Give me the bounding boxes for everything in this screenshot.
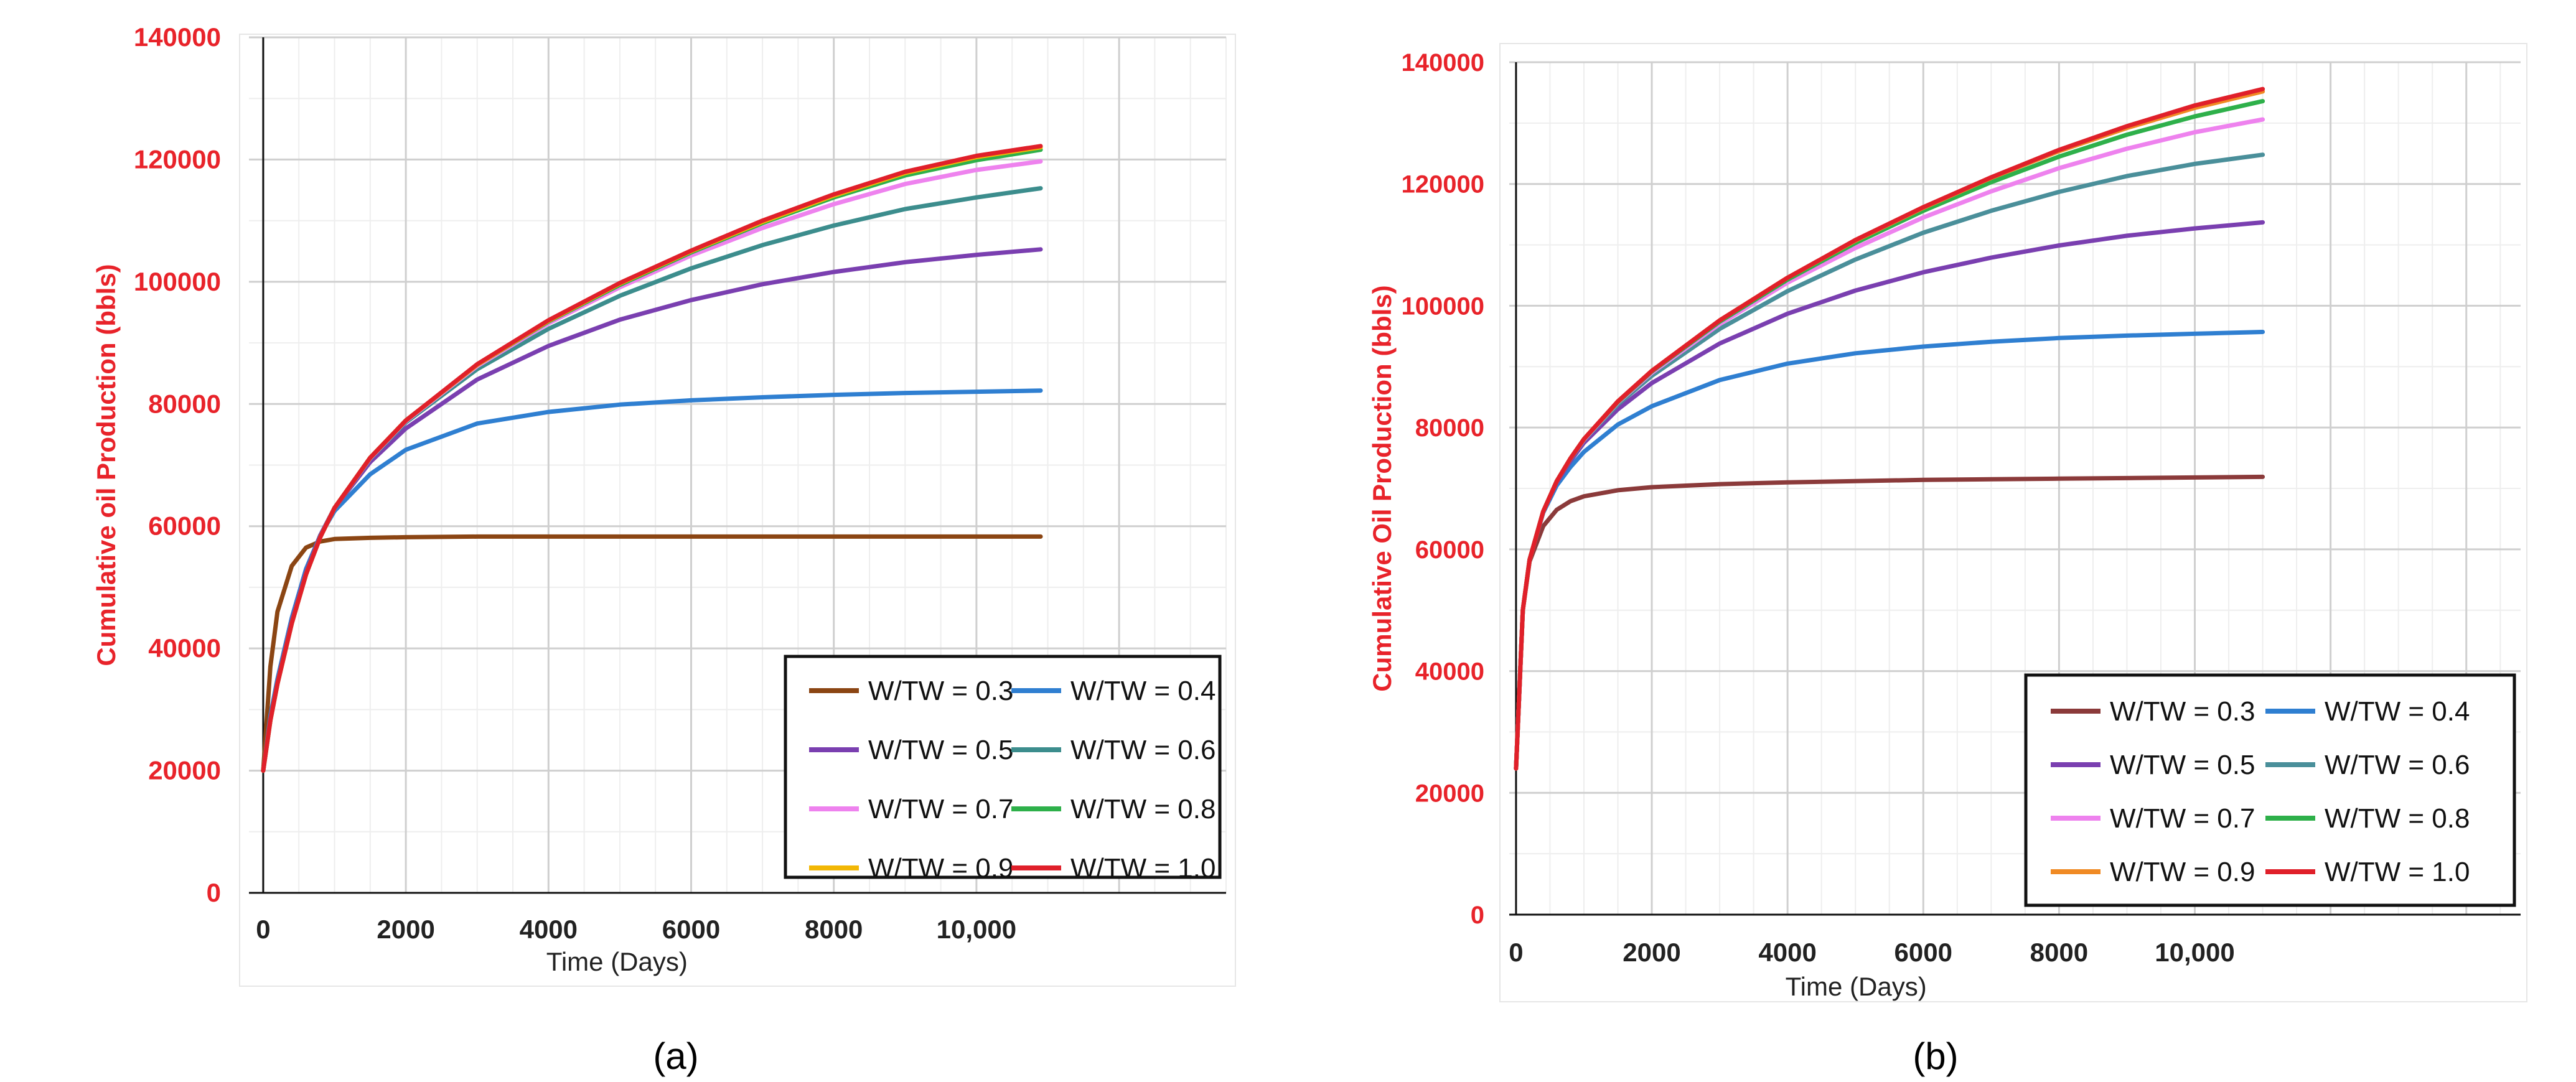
x-tick-label: 4000 — [520, 915, 578, 944]
y-tick-label: 140000 — [1402, 49, 1484, 77]
legend-entry: W/TW = 0.5 — [2110, 750, 2255, 780]
chart-panel-a: (a) 020000400006000080000100000120000140… — [91, 22, 1236, 1077]
y-axis-label: Cumulative oil Production (bbls) — [91, 264, 121, 666]
legend-entry: W/TW = 1.0 — [1070, 853, 1215, 884]
legend-entry: W/TW = 0.9 — [2110, 857, 2255, 887]
x-tick-label: 6000 — [662, 915, 720, 944]
legend-entry: W/TW = 0.8 — [2325, 803, 2470, 834]
y-tick-label: 140000 — [134, 22, 221, 52]
y-tick-label: 120000 — [1402, 171, 1484, 198]
y-tick-label: 60000 — [148, 511, 221, 541]
x-tick-label: 2000 — [1623, 938, 1680, 967]
x-tick-label: 6000 — [1895, 938, 1952, 967]
legend-entry: W/TW = 0.8 — [1070, 794, 1215, 824]
y-tick-label: 0 — [207, 878, 221, 907]
panel-a-caption: (a) — [653, 1035, 698, 1077]
y-tick-label: 100000 — [134, 267, 221, 296]
y-tick-label: 40000 — [1415, 658, 1484, 686]
legend-entry: W/TW = 0.4 — [1070, 676, 1215, 706]
series-line — [1514, 474, 2265, 771]
x-tick-label: 4000 — [1758, 938, 1816, 967]
legend-entry: W/TW = 1.0 — [2325, 857, 2470, 887]
x-axis-label: Time (Days) — [1786, 972, 1927, 1001]
y-tick-label: 0 — [1471, 902, 1484, 929]
y-tick-label: 20000 — [148, 756, 221, 785]
y-tick-label: 20000 — [1415, 780, 1484, 807]
legend-entry: W/TW = 0.7 — [868, 794, 1013, 824]
y-axis-label: Cumulative Oil Production (bbls) — [1367, 285, 1397, 691]
y-tick-label: 80000 — [1415, 414, 1484, 442]
legend: W/TW = 0.3 W/TW = 0.4 W/TW = 0.5 W/TW = 0.6… — [784, 655, 1222, 884]
x-tick-label: 8000 — [2030, 938, 2088, 967]
y-tick-label: 40000 — [148, 633, 221, 663]
series-line — [261, 534, 1043, 773]
panel-b-caption: (b) — [1913, 1035, 1958, 1077]
legend-entry: W/TW = 0.6 — [2325, 750, 2470, 780]
chart-panel-b: (b) 020000400006000080000100000120000140… — [1367, 43, 2527, 1077]
legend-entry: W/TW = 0.7 — [2110, 803, 2255, 834]
series-lines — [261, 144, 1043, 773]
legend-box — [784, 655, 1222, 879]
y-tick-label: 60000 — [1415, 536, 1484, 564]
legend-entry: W/TW = 0.9 — [868, 853, 1013, 884]
legend-entry: W/TW = 0.6 — [1070, 735, 1215, 765]
y-tick-label: 120000 — [134, 144, 221, 174]
x-tick-label: 2000 — [377, 915, 434, 944]
y-tick-label: 80000 — [148, 389, 221, 418]
y-tick-label: 100000 — [1402, 292, 1484, 320]
legend-box — [2024, 673, 2516, 907]
x-tick-label: 10,000 — [937, 915, 1016, 944]
series-line — [261, 144, 1043, 773]
x-tick-label: 0 — [1509, 938, 1523, 967]
legend-entry: W/TW = 0.3 — [2110, 696, 2255, 727]
series-lines — [1514, 86, 2265, 771]
x-tick-label: 8000 — [805, 915, 863, 944]
x-axis-label: Time (Days) — [546, 947, 688, 976]
x-tick-label: 0 — [256, 915, 270, 944]
legend: W/TW = 0.3 W/TW = 0.4 W/TW = 0.5 W/TW = 0.6… — [2024, 673, 2516, 907]
legend-entry: W/TW = 0.4 — [2325, 696, 2470, 727]
series-line — [1514, 86, 2265, 771]
legend-entry: W/TW = 0.3 — [868, 676, 1013, 706]
legend-entry: W/TW = 0.5 — [868, 735, 1013, 765]
x-tick-label: 10,000 — [2155, 938, 2234, 967]
